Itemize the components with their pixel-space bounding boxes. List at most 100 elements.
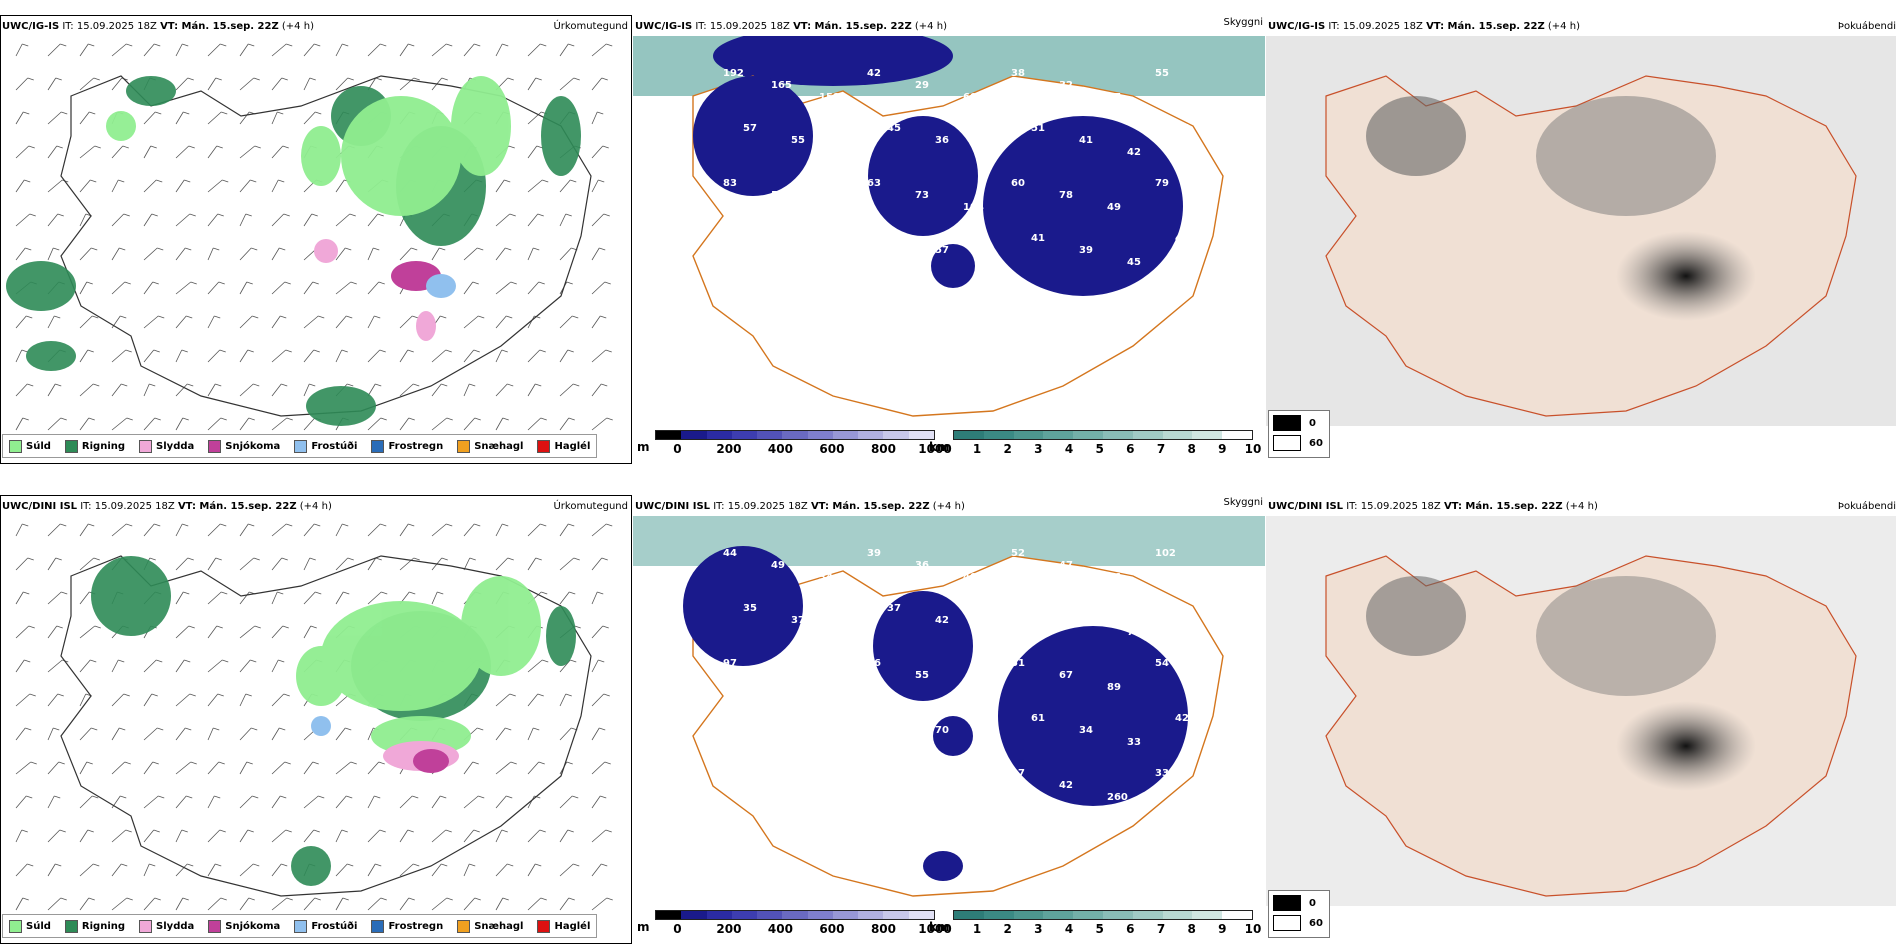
legend-label: Rigning xyxy=(81,920,126,932)
ceiling-value-label: 50 xyxy=(743,343,757,354)
colorbar-box xyxy=(983,431,1014,439)
wind-barb xyxy=(175,829,188,843)
wind-barb xyxy=(399,315,419,329)
colorbar-tick: 1 xyxy=(972,442,982,456)
lead-time: (+4 h) xyxy=(1547,21,1580,32)
colorbar-tick: 200 xyxy=(716,442,742,456)
panel-header: UWC/IG-IS IT: 15.09.2025 18Z VT: Mán. 15… xyxy=(1268,21,1896,35)
ceiling-value-label: 51 xyxy=(1031,123,1045,134)
wind-barb xyxy=(143,727,164,741)
wind-barb xyxy=(271,659,285,673)
colorbar-tick: 400 xyxy=(767,922,793,936)
legend-swatch xyxy=(537,919,551,933)
wind-barb xyxy=(15,315,33,329)
wind-barbs xyxy=(15,43,613,431)
ceiling-value-label: 55 xyxy=(1155,68,1169,79)
wind-barb xyxy=(143,795,165,809)
ceiling-value-label: 70 xyxy=(935,725,949,736)
wind-barb xyxy=(79,795,99,809)
wind-barb xyxy=(559,659,577,673)
wind-barb xyxy=(175,383,194,397)
wind-barb xyxy=(207,349,226,363)
wind-barb xyxy=(47,863,62,877)
colorbar-box xyxy=(858,431,884,439)
colorbar-box xyxy=(983,911,1014,919)
wind-barb xyxy=(207,591,228,605)
visibility-bar-boxes xyxy=(953,910,1253,920)
ceiling-value-label: 33 xyxy=(1127,737,1141,748)
wind-barb xyxy=(591,111,604,125)
legend-item: Haglél xyxy=(537,919,590,933)
precip-map xyxy=(6,43,613,431)
valid-time: VT: Mán. 15.sep. 22Z xyxy=(177,501,297,512)
wind-barb xyxy=(207,727,220,741)
panel-title: Þokuábendi xyxy=(1837,21,1896,32)
colorbar-tick: 9 xyxy=(1218,922,1227,936)
wind-barb xyxy=(431,591,444,605)
legend-label: Snæhagl xyxy=(474,440,524,452)
wind-barb xyxy=(463,897,481,911)
wind-barb xyxy=(527,693,544,707)
colorbar-tick: 1000 xyxy=(918,922,952,936)
wind-barb xyxy=(367,281,385,295)
ceiling-value-label: 81 xyxy=(915,780,929,791)
legend-label: Frostúði xyxy=(311,440,358,452)
wind-barb xyxy=(431,349,452,363)
wind-barb xyxy=(495,43,509,57)
wind-barb xyxy=(15,417,29,431)
ceiling-visibility-panel: UWC/IG-IS IT: 15.09.2025 18Z VT: Mán. 15… xyxy=(633,0,1265,470)
wind-barb xyxy=(591,829,612,843)
wind-barb xyxy=(79,179,97,193)
wind-barb xyxy=(207,213,224,227)
wind-barb xyxy=(239,77,260,91)
wind-barb xyxy=(79,349,94,363)
legend-swatch xyxy=(537,439,551,453)
wind-barb xyxy=(559,315,579,329)
wind-barb xyxy=(463,557,476,571)
wind-barb xyxy=(143,111,162,125)
wind-barb xyxy=(335,213,356,227)
wind-barb xyxy=(559,897,575,911)
wind-barb xyxy=(431,383,448,397)
ceiling-value-label: 52 xyxy=(1059,300,1073,311)
colorbar-box xyxy=(1162,911,1193,919)
ceiling-value-label: 71 xyxy=(887,713,901,724)
ceiling-value-label: 91 xyxy=(915,300,929,311)
wind-barb xyxy=(527,315,541,329)
wind-barb xyxy=(527,659,549,673)
ceiling-value-label: 57 xyxy=(743,123,757,134)
ceiling-value-label: 97 xyxy=(963,792,977,803)
panel-title: Úrkomutegund xyxy=(553,21,628,32)
wind-barb xyxy=(271,417,293,431)
row-dini-isl: UWC/DINI ISL IT: 15.09.2025 18Z VT: Mán.… xyxy=(0,480,1900,950)
wind-barb xyxy=(591,43,613,57)
wind-barb xyxy=(335,897,349,911)
wind-barb xyxy=(239,145,261,159)
ceiling-value-label: 17 xyxy=(1011,768,1025,779)
colorbar-tick: 10 xyxy=(1244,922,1262,936)
colorbar-box xyxy=(782,431,808,439)
ceiling-value-label: 142 xyxy=(935,355,956,366)
wind-barb xyxy=(79,761,93,775)
valid-time: VT: Mán. 15.sep. 22Z xyxy=(810,501,930,512)
legend-label: Snæhagl xyxy=(474,920,524,932)
wind-barb xyxy=(591,625,609,639)
wind-barb xyxy=(143,761,159,775)
wind-barb xyxy=(463,761,479,775)
valid-time: VT: Mán. 15.sep. 22Z xyxy=(793,21,912,32)
wind-barb xyxy=(271,43,293,57)
wind-barb xyxy=(143,523,161,537)
wind-barb xyxy=(367,591,388,605)
ceiling-value-label: 15 xyxy=(887,343,901,354)
colorbar-box xyxy=(681,431,707,439)
ceiling-value-label: 34 xyxy=(819,572,833,583)
wind-barb xyxy=(495,829,508,843)
colorbar-box xyxy=(656,431,682,439)
wind-barb xyxy=(15,761,37,775)
wind-barb xyxy=(527,145,543,159)
wind-barb xyxy=(207,693,224,707)
colorbar-box xyxy=(807,431,833,439)
wind-barb xyxy=(207,897,227,911)
wind-barb xyxy=(463,43,481,57)
ceiling-value-label: 35 xyxy=(983,147,997,158)
